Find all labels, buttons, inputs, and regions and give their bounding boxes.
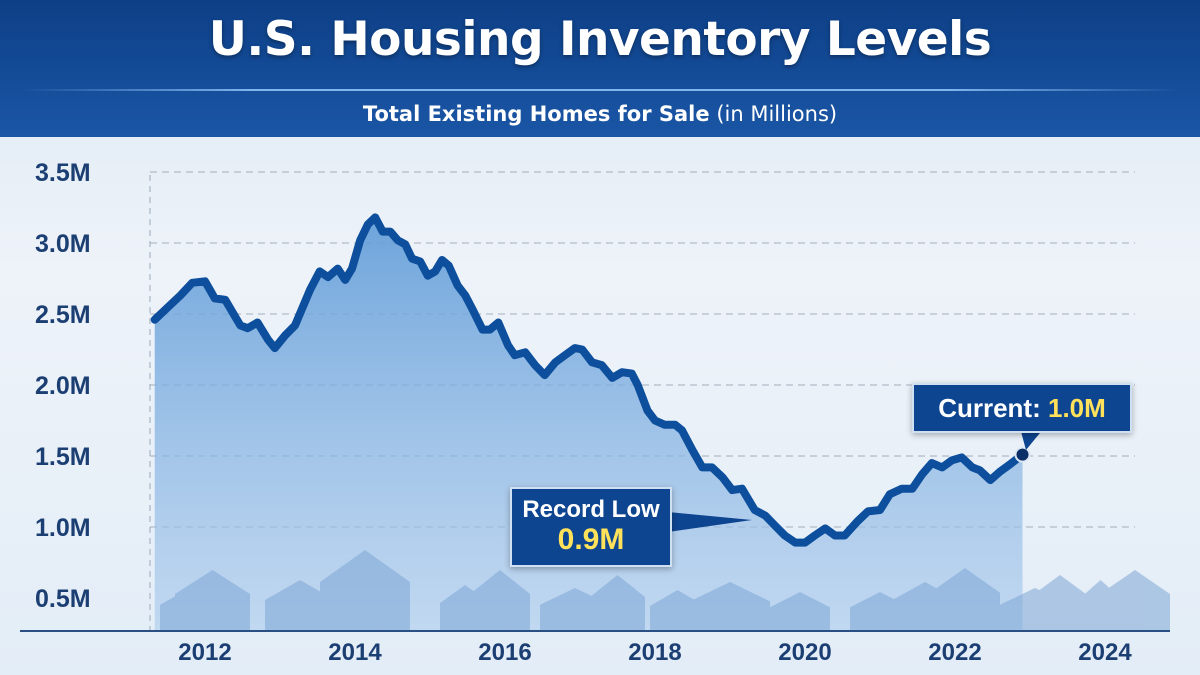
title-divider [20, 89, 1180, 91]
house-icon [175, 570, 250, 630]
x-tick-label: 2024 [1078, 639, 1132, 666]
current-pointer [1020, 428, 1044, 450]
y-tick-label: 2.0M [35, 372, 91, 400]
x-tick-label: 2014 [328, 639, 382, 666]
x-tick-label: 2012 [178, 639, 231, 666]
subtitle-main: Total Existing Homes for Sale [362, 102, 710, 126]
y-tick-label: 3.5M [35, 159, 91, 187]
x-tick-label: 2016 [478, 639, 531, 666]
house-icon [320, 550, 410, 630]
y-tick-label: 2.5M [35, 301, 91, 329]
house-icon [770, 592, 830, 630]
x-tick-label: 2020 [778, 639, 831, 666]
x-tick-label: 2022 [928, 639, 981, 666]
record-low-label: Record Low [522, 496, 660, 523]
house-icon [1030, 575, 1090, 630]
house-icon [590, 575, 645, 630]
house-icon [265, 580, 335, 630]
y-tick-label: 3.0M [35, 230, 91, 258]
chart-subtitle: Total Existing Homes for Sale (in Millio… [0, 102, 1200, 126]
house-icon [930, 568, 1000, 630]
x-tick-label: 2018 [628, 639, 681, 666]
current-callout: Current: 1.0M [912, 383, 1132, 433]
current-label: Current: [938, 393, 1041, 423]
y-tick-label: 0.5M [35, 585, 91, 613]
current-point-marker [1014, 446, 1031, 463]
record-low-pointer [668, 512, 752, 532]
area-fill [154, 217, 1023, 630]
house-icon [690, 582, 770, 630]
house-icon [1100, 570, 1170, 630]
subtitle-unit: (in Millions) [716, 102, 838, 126]
series-line [150, 213, 1027, 547]
record-low-callout: Record Low 0.9M [510, 487, 672, 567]
chart-title: U.S. Housing Inventory Levels [208, 12, 992, 67]
houses-silhouette [160, 550, 1170, 630]
house-icon [470, 570, 530, 630]
current-value: 1.0M [1047, 393, 1106, 423]
record-low-value: 0.9M [557, 523, 625, 556]
y-tick-label: 1.0M [35, 514, 91, 542]
y-tick-label: 1.5M [35, 443, 91, 471]
header-band: U.S. Housing Inventory Levels Total Exis… [0, 0, 1200, 137]
